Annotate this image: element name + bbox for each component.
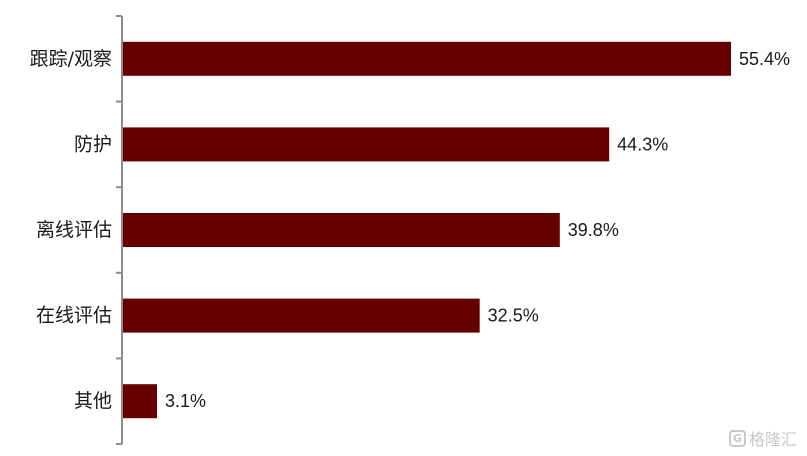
value-label-2: 39.8% [568, 220, 619, 240]
bar-4 [123, 384, 158, 419]
watermark-text: 格隆汇 [748, 430, 797, 449]
labels: 跟踪/观察 55.4% 防护 44.3% 离线评估 39.8% 在线评估 32.5% 其他 3.1… [30, 48, 790, 412]
category-label-0: 跟踪/观察 [30, 48, 112, 70]
category-label-2: 离线评估 [36, 219, 112, 241]
value-label-3: 32.5% [488, 306, 539, 326]
gelonghui-logo-icon: G [728, 429, 746, 447]
watermark: G 格隆汇 [728, 426, 797, 450]
value-label-1: 44.3% [617, 134, 668, 154]
category-axis [116, 15, 123, 445]
bars [123, 41, 731, 419]
value-label-0: 55.4% [739, 49, 790, 69]
bar-1 [123, 127, 610, 162]
value-label-4: 3.1% [165, 391, 206, 411]
category-label-1: 防护 [74, 133, 112, 155]
bar-2 [123, 213, 560, 247]
bar-3 [123, 298, 480, 333]
bar-0 [123, 41, 731, 76]
category-label-4: 其他 [74, 390, 112, 412]
category-label-3: 在线评估 [36, 305, 112, 327]
